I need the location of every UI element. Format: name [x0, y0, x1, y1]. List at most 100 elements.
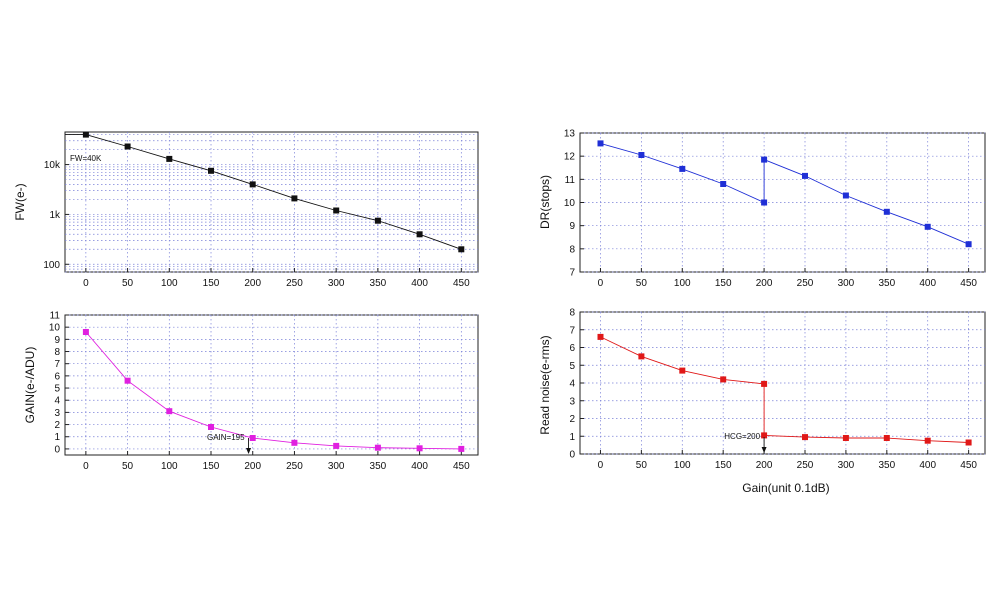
y-tick-label: 10k	[44, 160, 61, 171]
annotation-label: GAIN=195	[207, 433, 245, 442]
y-tick-label: 2	[569, 414, 575, 425]
data-point-gain	[166, 408, 173, 415]
data-point-dr	[638, 152, 645, 158]
y-axis-title-gain: GAIN(e-/ADU)	[23, 347, 37, 424]
y-tick-label: 5	[569, 361, 575, 372]
x-tick-label: 200	[244, 461, 261, 472]
data-point-gain	[374, 444, 381, 451]
data-point-fw	[416, 231, 423, 238]
grid-gain	[65, 314, 478, 455]
x-tick-label: 100	[161, 278, 178, 289]
data-point-dr	[761, 199, 768, 206]
x-tick-label: 450	[960, 278, 977, 289]
data-point-fw	[291, 195, 298, 202]
data-point-gain	[333, 442, 340, 449]
x-tick-label: 0	[598, 460, 604, 471]
data-point-gain	[458, 445, 465, 452]
series-dr	[597, 140, 972, 248]
data-point-dr	[679, 165, 686, 172]
y-tick-label: 9	[569, 221, 575, 232]
y-tick-label: 0	[569, 450, 575, 461]
annotation-fw: FW=40K	[70, 154, 102, 163]
x-tick-label: 0	[598, 278, 604, 289]
y-tick-label: 11	[50, 311, 61, 322]
panel-dr: 0 50 100 150 200 250 300 350 400 450 7 8 9 10 11 12 13 D…	[538, 129, 986, 290]
data-point-fw	[82, 131, 89, 138]
y-tick-label: 3	[569, 396, 575, 407]
y-tick-label: 7	[569, 325, 575, 336]
grid-dr	[580, 132, 985, 273]
y-tick-label: 8	[569, 244, 575, 255]
data-point-fw	[374, 217, 381, 224]
data-point-rn	[720, 376, 727, 383]
x-tick-label: 300	[838, 278, 855, 289]
x-tick-label: 150	[203, 461, 220, 472]
data-point-rn	[924, 437, 931, 444]
x-tick-label: 200	[756, 460, 773, 471]
y-tick-label: 0	[54, 444, 60, 455]
x-tick-label: 350	[370, 461, 387, 472]
y-tick-label: 6	[569, 343, 575, 354]
plot-frame-fw	[64, 131, 479, 273]
data-point-dr	[883, 208, 890, 215]
x-tick-label: 100	[674, 278, 691, 289]
x-tick-label: 450	[453, 278, 470, 289]
x-tick-label: 450	[960, 460, 977, 471]
data-point-rn	[638, 353, 645, 360]
x-tick-label: 450	[453, 461, 470, 472]
data-point-fw	[124, 143, 131, 150]
data-point-fw	[333, 207, 340, 214]
y-tick-label: 9	[54, 335, 60, 346]
plot-frame-gain	[64, 314, 479, 456]
x-tick-label: 200	[244, 278, 261, 289]
x-axis-title: Gain(unit 0.1dB)	[742, 481, 829, 495]
series-fw	[65, 131, 465, 253]
y-tick-label: 8	[54, 347, 60, 358]
data-point-rn	[883, 435, 890, 441]
data-point-rn	[802, 434, 808, 441]
axes-rn: 0 50 100 150 200 250 300 350 400 450 0 1 2 3 4 5 6 7 8	[569, 308, 977, 472]
y-tick-label: 5	[54, 384, 60, 395]
x-tick-label: 200	[756, 278, 773, 289]
y-axis-title-dr: DR(stops)	[538, 175, 552, 229]
panel-fw: 0 50 100 150 200 250 300 350 400 450 100 1k 10k FW(e…	[13, 131, 479, 289]
y-axis-title-rn: Read noise(e-rms)	[538, 335, 552, 434]
y-tick-label: 3	[54, 408, 60, 419]
axes-dr: 0 50 100 150 200 250 300 350 400 450 7 8 9 10 11 12 13	[564, 129, 978, 290]
data-point-fw	[208, 167, 214, 174]
data-point-rn	[679, 367, 686, 374]
series-line-gain	[85, 331, 462, 450]
axes-fw: 0 50 100 150 200 250 300 350 400 450 100 1k 10k	[43, 160, 470, 289]
annotation-rn: HCG=200	[724, 432, 767, 453]
annotation-arrow-head	[761, 447, 767, 453]
data-point-dr	[597, 140, 604, 147]
y-tick-label: 6	[54, 371, 60, 382]
y-tick-label: 1	[54, 432, 60, 443]
x-tick-label: 250	[286, 461, 303, 472]
x-tick-label: 350	[878, 278, 895, 289]
x-tick-label: 400	[919, 460, 936, 471]
data-point-gain	[82, 329, 89, 335]
data-point-fw	[458, 246, 465, 253]
x-tick-label: 150	[715, 460, 732, 471]
y-tick-label: 7	[569, 268, 575, 279]
y-tick-label: 1k	[49, 210, 61, 221]
x-tick-label: 300	[328, 461, 345, 472]
y-tick-label: 1	[569, 432, 575, 443]
data-point-gain	[249, 435, 256, 441]
grid-rn	[580, 311, 985, 455]
y-tick-label: 100	[43, 260, 60, 271]
x-tick-label: 0	[83, 461, 89, 472]
data-point-gain	[291, 439, 298, 446]
x-tick-label: 0	[83, 278, 89, 289]
y-tick-label: 13	[564, 129, 576, 140]
y-tick-label: 10	[564, 198, 576, 209]
y-tick-label: 10	[49, 323, 61, 334]
series-line-fw	[65, 134, 462, 250]
x-tick-label: 150	[715, 278, 732, 289]
x-tick-label: 100	[161, 461, 178, 472]
panel-gain: 0 50 100 150 200 250 300 350 400 4500123456789101…	[23, 311, 479, 472]
y-tick-label: 4	[54, 396, 60, 407]
series-gain	[82, 329, 465, 452]
